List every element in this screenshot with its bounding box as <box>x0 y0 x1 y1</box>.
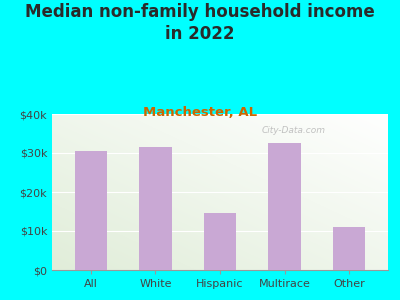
Bar <box>268 143 301 270</box>
Bar <box>333 227 365 270</box>
Bar <box>75 151 107 270</box>
Text: Manchester, AL: Manchester, AL <box>143 106 257 119</box>
Text: City-Data.com: City-Data.com <box>262 127 326 136</box>
Bar <box>139 147 172 270</box>
Bar <box>204 214 236 270</box>
Text: Median non-family household income
in 2022: Median non-family household income in 20… <box>25 3 375 43</box>
